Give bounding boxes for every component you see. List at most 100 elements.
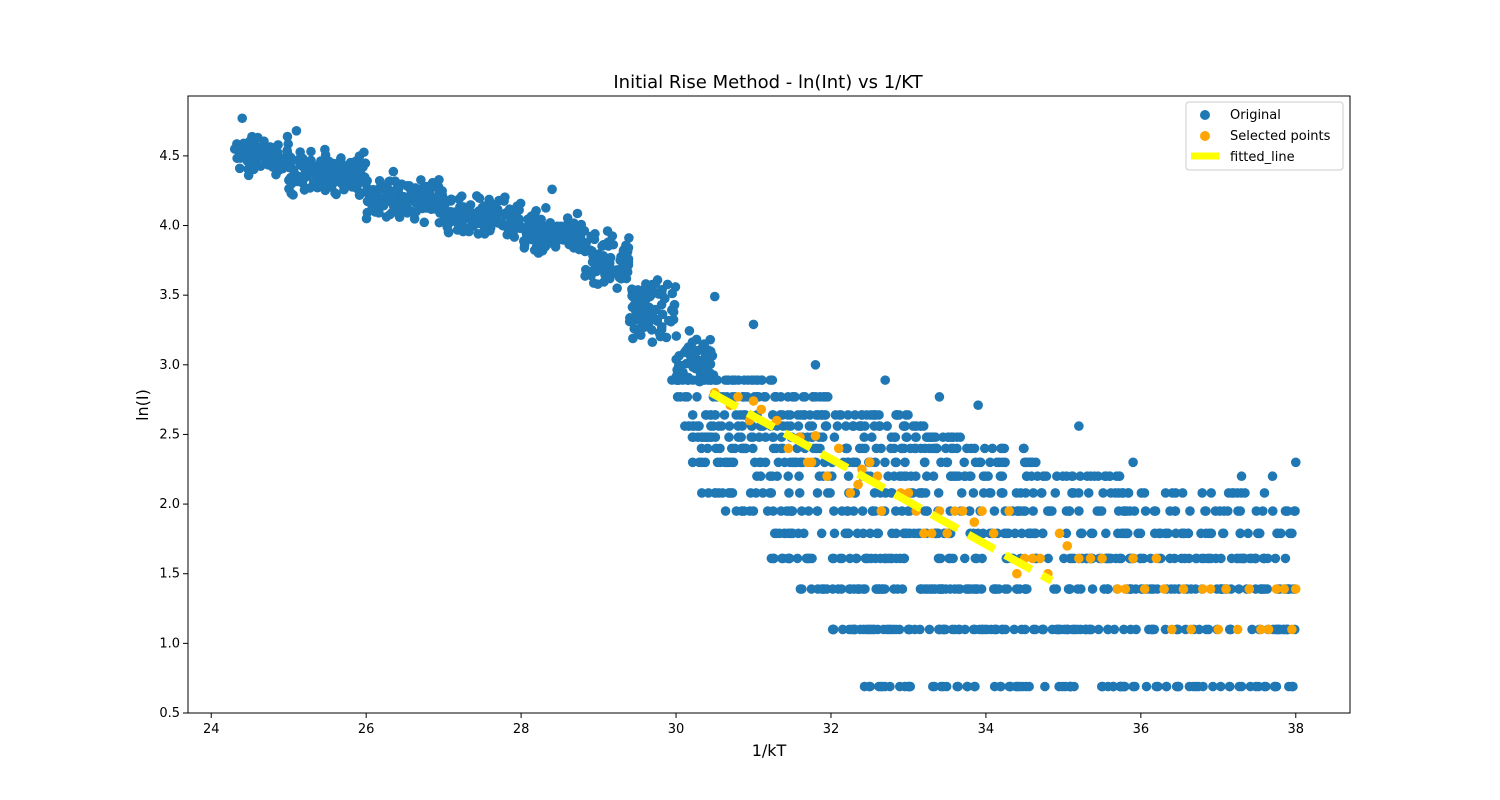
data-point-original: [1217, 528, 1228, 539]
data-point-original: [1251, 506, 1262, 516]
data-point-original: [621, 261, 631, 272]
data-point-original: [440, 199, 450, 210]
data-point-selected: [1186, 624, 1196, 635]
data-point-selected: [756, 404, 767, 415]
data-point-original: [1139, 488, 1150, 498]
data-point-original: [1005, 681, 1016, 692]
data-point-original: [639, 307, 650, 318]
data-point-original: [1141, 681, 1152, 692]
y-tick-label: 2.0: [159, 497, 180, 512]
data-point-original: [968, 488, 979, 498]
data-point-original: [748, 506, 759, 516]
data-point-original: [736, 432, 746, 443]
data-point-original: [794, 488, 805, 498]
data-point-original: [572, 208, 583, 219]
data-point-original: [857, 506, 868, 516]
y-tick-label: 3.0: [159, 358, 180, 373]
data-point-selected: [1263, 624, 1274, 635]
data-point-original: [595, 253, 605, 264]
data-point-original: [961, 584, 972, 594]
y-tick-label: 4.0: [159, 219, 180, 234]
data-point-original: [1259, 553, 1270, 564]
data-point-original: [683, 375, 694, 385]
data-point-original: [829, 432, 840, 443]
data-point-original: [1160, 488, 1171, 498]
data-point-original: [945, 471, 956, 482]
data-point-original: [1201, 506, 1211, 516]
data-point-original: [814, 471, 825, 482]
data-point-selected: [1139, 584, 1150, 594]
data-point-original: [766, 553, 777, 564]
data-point-original: [237, 113, 248, 124]
data-point-selected: [1178, 584, 1189, 594]
data-point-original: [1162, 528, 1172, 539]
data-point-original: [1153, 681, 1163, 692]
data-point-original: [647, 284, 658, 295]
data-point-original: [1057, 681, 1068, 692]
data-point-original: [1180, 553, 1190, 564]
data-point-original: [1243, 528, 1253, 539]
data-point-original: [1036, 488, 1047, 498]
y-tick-label: 1.5: [159, 567, 180, 582]
data-point-selected: [1279, 584, 1289, 594]
data-point-original: [458, 221, 469, 232]
legend-marker-original: [1200, 110, 1210, 120]
data-point-original: [850, 410, 860, 420]
x-tick-label: 36: [1133, 722, 1150, 737]
data-point-original: [994, 584, 1004, 594]
data-point-original: [672, 392, 683, 402]
data-point-original: [1019, 457, 1030, 468]
data-point-original: [487, 199, 498, 210]
data-point-original: [696, 488, 707, 498]
data-point-original: [894, 681, 905, 692]
data-point-original: [621, 273, 632, 284]
data-point-original: [938, 624, 948, 635]
data-point-original: [437, 186, 447, 196]
data-point-original: [1083, 488, 1094, 498]
data-point-original: [956, 488, 967, 498]
data-point-original: [807, 421, 818, 431]
data-point-original: [680, 347, 690, 358]
data-point-original: [605, 252, 616, 263]
data-point-original: [1267, 471, 1278, 482]
data-point-original: [706, 421, 716, 431]
data-point-original: [960, 471, 970, 482]
data-point-original: [1064, 584, 1074, 594]
data-point-original: [891, 506, 901, 516]
data-point-original: [882, 421, 892, 431]
data-point-selected: [1290, 584, 1301, 594]
data-point-original: [394, 212, 405, 223]
data-point-original: [715, 443, 725, 454]
data-point-original: [883, 553, 893, 564]
data-point-original: [784, 553, 795, 564]
data-point-selected: [1062, 541, 1073, 551]
data-point-original: [516, 223, 527, 233]
data-point-original: [479, 218, 490, 229]
data-point-original: [870, 553, 881, 564]
data-point-original: [798, 528, 809, 539]
data-point-original: [977, 553, 987, 564]
y-tick-label: 3.5: [159, 288, 180, 303]
data-point-original: [1043, 506, 1053, 516]
data-point-original: [536, 220, 547, 230]
data-point-original: [1128, 457, 1138, 468]
data-point-selected: [1232, 624, 1243, 635]
data-point-original: [985, 488, 996, 498]
data-point-original: [602, 226, 613, 236]
data-point-original: [928, 432, 939, 443]
data-point-selected: [1112, 584, 1123, 594]
y-tick-label: 4.5: [159, 149, 180, 164]
data-point-original: [848, 457, 858, 468]
data-point-original: [1049, 584, 1059, 594]
data-point-original: [832, 421, 843, 431]
data-point-original: [1186, 584, 1196, 594]
data-point-original: [955, 432, 966, 443]
data-point-original: [894, 410, 905, 420]
data-point-original: [1128, 681, 1139, 692]
data-point-original: [388, 188, 399, 199]
data-point-original: [418, 194, 428, 205]
data-point-original: [687, 344, 698, 355]
data-point-original: [873, 528, 884, 539]
data-point-original: [840, 443, 851, 454]
